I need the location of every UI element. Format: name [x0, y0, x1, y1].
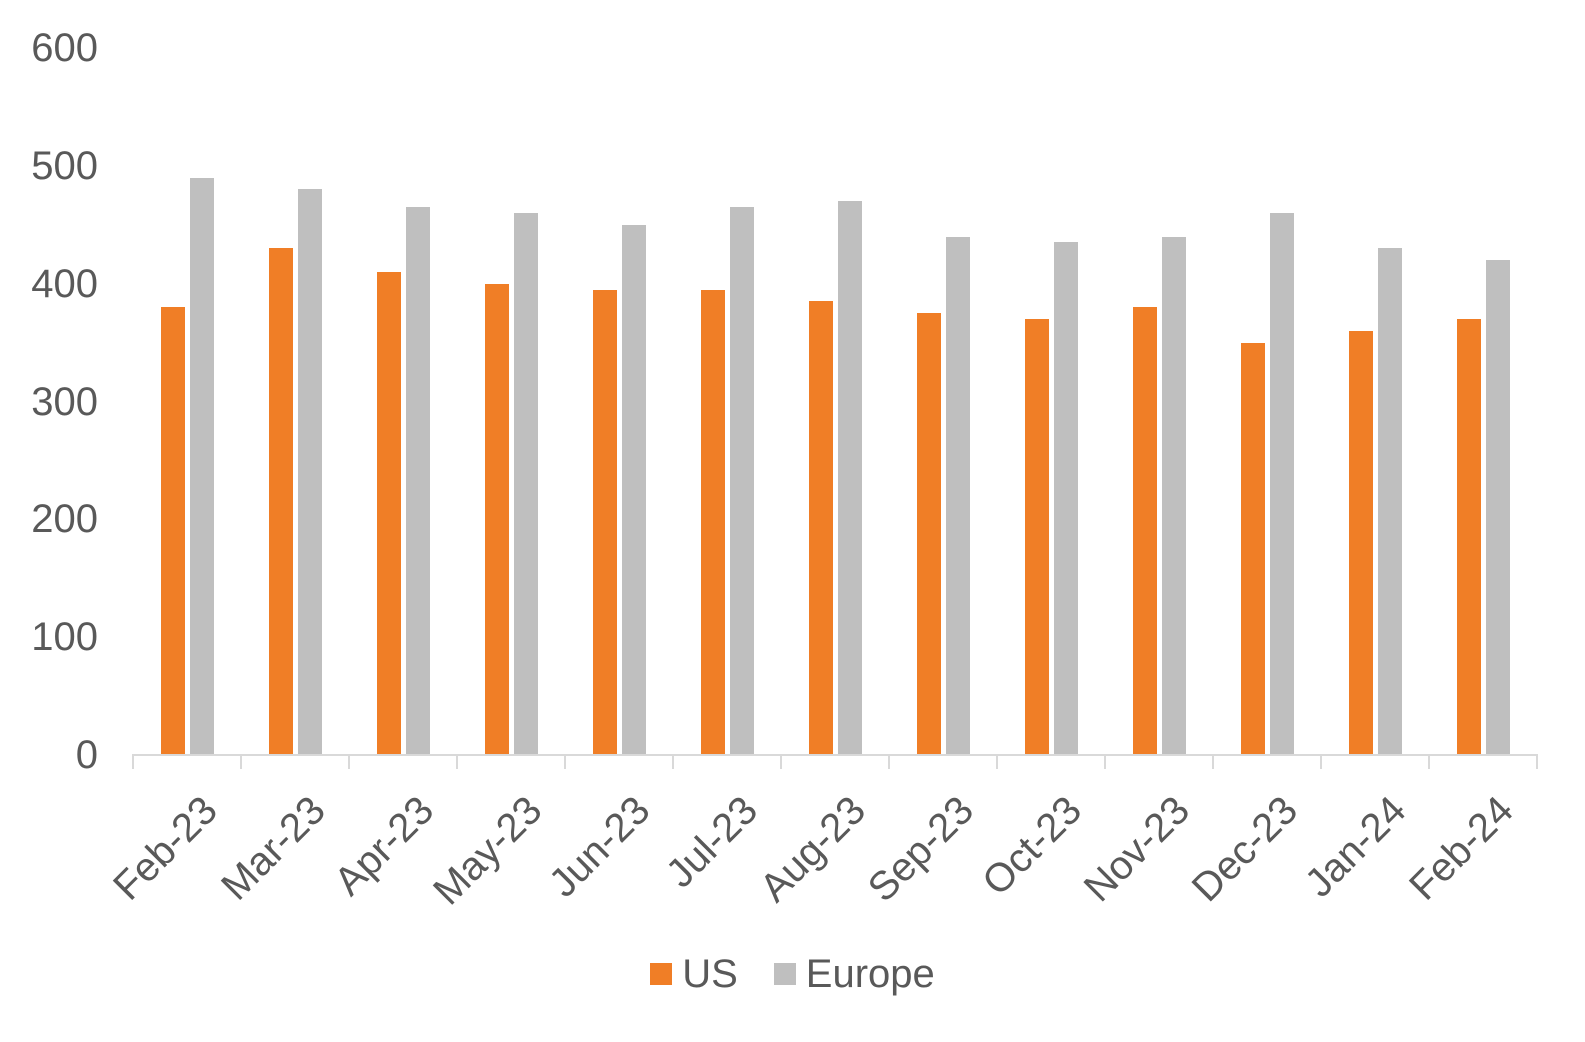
- x-axis-tick-label-jul-23: Jul-23: [657, 788, 767, 897]
- bar-us-aug-23: [808, 301, 833, 755]
- x-axis-tick-label-mar-23: Mar-23: [213, 788, 335, 909]
- bar-us-may-23: [484, 283, 509, 755]
- bar-us-jul-23: [700, 289, 725, 755]
- bar-europe-aug-23: [838, 201, 862, 755]
- bar-us-jun-23: [592, 289, 617, 755]
- x-axis-tick-mark: [672, 755, 674, 769]
- bar-europe-oct-23: [1054, 242, 1078, 755]
- y-axis-tick-label: 100: [31, 615, 98, 660]
- bar-europe-jul-23: [730, 207, 754, 755]
- bar-europe-sep-23: [946, 236, 970, 755]
- y-axis-tick-label: 200: [31, 497, 98, 542]
- x-axis-tick-label-dec-23: Dec-23: [1183, 788, 1307, 911]
- y-axis-tick-label: 300: [31, 379, 98, 424]
- x-axis-tick-label-apr-23: Apr-23: [326, 788, 443, 905]
- x-axis-tick-mark: [1536, 755, 1538, 769]
- x-axis-tick-label-feb-24: Feb-24: [1401, 788, 1523, 909]
- y-axis-tick-label: 0: [75, 733, 98, 777]
- bar-europe-feb-23: [190, 177, 214, 755]
- x-axis-line: [132, 754, 1538, 756]
- x-axis-tick-mark: [240, 755, 242, 769]
- x-axis-tick-mark: [564, 755, 566, 769]
- legend-label-us: US: [682, 952, 738, 996]
- x-axis-tick-label-nov-23: Nov-23: [1075, 788, 1199, 911]
- legend: US Europe: [0, 950, 1585, 998]
- bar-us-dec-23: [1240, 342, 1265, 755]
- bar-europe-nov-23: [1162, 236, 1186, 755]
- bar-us-nov-23: [1132, 307, 1157, 755]
- y-axis-tick-label: 600: [31, 26, 98, 70]
- x-axis-tick-mark: [1104, 755, 1106, 769]
- bar-us-feb-23: [160, 307, 185, 755]
- x-axis-tick-label-jun-23: Jun-23: [540, 788, 659, 906]
- bar-us-oct-23: [1024, 319, 1049, 755]
- bar-europe-apr-23: [406, 207, 430, 755]
- x-axis-tick-mark: [1428, 755, 1430, 769]
- europe-series-swatch-icon: [773, 963, 796, 985]
- legend-label-europe: Europe: [805, 952, 935, 996]
- bar-europe-feb-24: [1486, 260, 1510, 755]
- x-axis-tick-mark: [780, 755, 782, 769]
- bar-us-feb-24: [1456, 319, 1481, 755]
- x-axis-tick-label-aug-23: Aug-23: [751, 788, 875, 911]
- legend-item-us: US: [650, 950, 738, 998]
- x-axis-tick-label-feb-23: Feb-23: [105, 788, 227, 909]
- bar-europe-dec-23: [1270, 212, 1294, 755]
- x-axis-tick-label-sep-23: Sep-23: [859, 788, 983, 911]
- x-axis-tick-mark: [132, 755, 134, 769]
- x-axis-tick-label-jan-24: Jan-24: [1296, 788, 1415, 906]
- bar-europe-may-23: [514, 212, 538, 755]
- bar-us-sep-23: [916, 313, 941, 755]
- bar-us-apr-23: [376, 271, 401, 755]
- x-axis-tick-mark: [888, 755, 890, 769]
- bar-europe-mar-23: [298, 189, 322, 755]
- x-axis-tick-mark: [1212, 755, 1214, 769]
- us-series-swatch-icon: [650, 963, 673, 985]
- x-axis-tick-mark: [456, 755, 458, 769]
- x-axis-tick-mark: [996, 755, 998, 769]
- x-axis-tick-label-oct-23: Oct-23: [974, 788, 1091, 904]
- x-axis-tick-label-may-23: May-23: [424, 788, 551, 914]
- bar-europe-jan-24: [1378, 248, 1402, 755]
- y-axis-tick-label: 500: [31, 143, 98, 188]
- x-axis-tick-mark: [1320, 755, 1322, 769]
- y-axis-tick-label: 400: [31, 261, 98, 306]
- legend-item-europe: Europe: [773, 950, 935, 998]
- x-axis-tick-mark: [348, 755, 350, 769]
- bar-us-jan-24: [1348, 330, 1373, 755]
- bar-us-mar-23: [268, 248, 293, 755]
- bar-europe-jun-23: [622, 224, 646, 755]
